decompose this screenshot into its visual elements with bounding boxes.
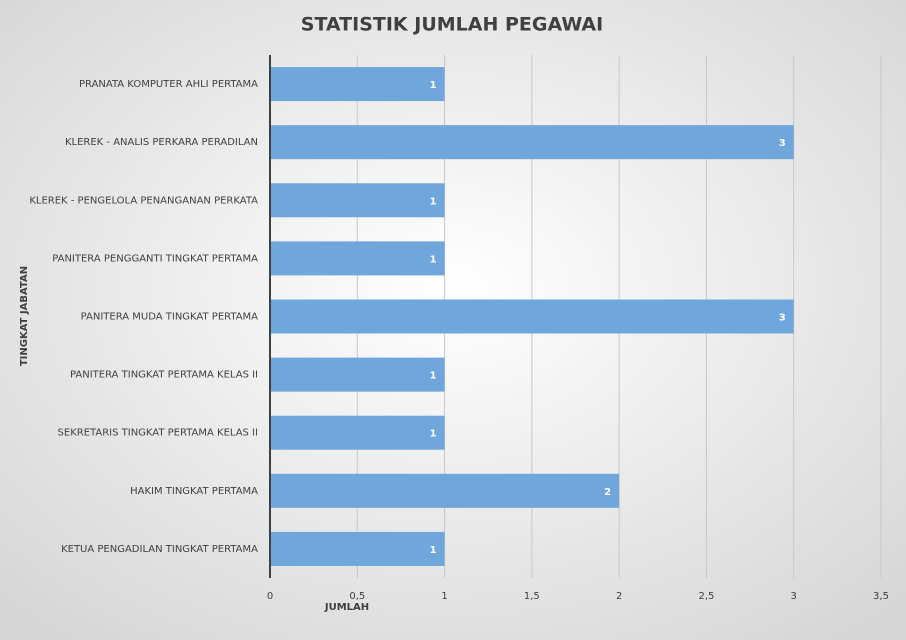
x-tick-label: 3,5 bbox=[873, 591, 889, 602]
y-tick-label: KLEREK - ANALIS PERKARA PERADILAN bbox=[65, 137, 258, 148]
data-label: 3 bbox=[779, 313, 786, 324]
y-tick-label: PANITERA MUDA TINGKAT PERTAMA bbox=[81, 312, 259, 323]
bar bbox=[270, 241, 445, 276]
x-tick-label: 0,5 bbox=[349, 591, 365, 602]
y-tick-label: KETUA PENGADILAN TINGKAT PERTAMA bbox=[61, 544, 258, 555]
y-axis-title: TINGKAT JABATAN bbox=[19, 266, 30, 366]
bar bbox=[270, 125, 794, 160]
data-label: 1 bbox=[430, 545, 437, 556]
data-label: 1 bbox=[430, 429, 437, 440]
data-label: 1 bbox=[430, 254, 437, 265]
x-tick-label: 1 bbox=[441, 591, 447, 602]
y-tick-label: PANITERA TINGKAT PERTAMA KELAS II bbox=[70, 370, 258, 381]
x-axis-title: JUMLAH bbox=[324, 602, 369, 613]
x-tick-label: 0 bbox=[267, 591, 273, 602]
bar bbox=[270, 183, 445, 218]
bar bbox=[270, 299, 794, 334]
bar bbox=[270, 357, 445, 392]
data-label: 1 bbox=[430, 196, 437, 207]
bar bbox=[270, 531, 445, 566]
bar bbox=[270, 473, 620, 508]
chart-title: STATISTIK JUMLAH PEGAWAI bbox=[301, 14, 603, 36]
x-tick-label: 3 bbox=[791, 591, 797, 602]
y-tick-label: KLEREK - PENGELOLA PENANGANAN PERKATA bbox=[29, 195, 258, 206]
x-tick-label: 1,5 bbox=[524, 591, 540, 602]
y-tick-label: HAKIM TINGKAT PERTAMA bbox=[130, 486, 258, 497]
data-label: 3 bbox=[779, 138, 786, 149]
data-label: 1 bbox=[430, 80, 437, 91]
data-label: 2 bbox=[604, 487, 611, 498]
data-label: 1 bbox=[430, 371, 437, 382]
bar bbox=[270, 415, 445, 450]
y-tick-label: PANITERA PENGGANTI TINGKAT PERTAMA bbox=[52, 253, 258, 264]
y-tick-label: PRANATA KOMPUTER AHLI PERTAMA bbox=[79, 79, 258, 90]
x-tick-label: 2,5 bbox=[698, 591, 714, 602]
bar bbox=[270, 67, 445, 102]
x-tick-label: 2 bbox=[616, 591, 622, 602]
y-tick-label: SEKRETARIS TINGKAT PERTAMA KELAS II bbox=[58, 428, 258, 439]
